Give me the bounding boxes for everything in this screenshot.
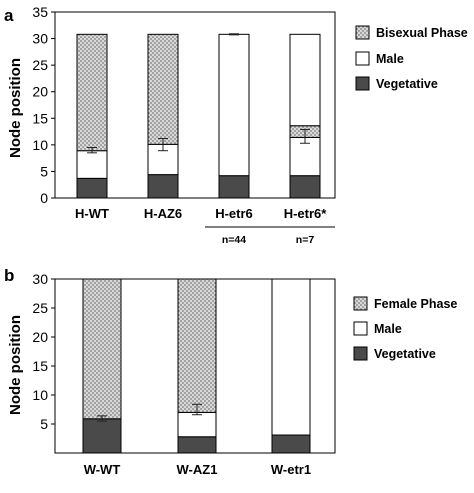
panel-b-letter: b	[4, 266, 14, 285]
panel-b-category-labels: W-WT W-AZ1 W-etr1	[84, 462, 311, 477]
legend-label-bisexual-phase: Bisexual Phase	[376, 26, 468, 40]
y-tick-label: 15	[32, 110, 48, 126]
category-label-w-az1: W-AZ1	[177, 462, 218, 477]
y-tick-label: 20	[32, 329, 48, 345]
panel-b-error-bars	[97, 403, 202, 422]
legend-label-male: Male	[374, 322, 402, 336]
bar-h-wt-vegetative	[76, 177, 108, 199]
panel-b-y-ticks: 5 10 15 20 25 30	[32, 271, 55, 432]
category-label-h-az6: H-AZ6	[144, 206, 182, 221]
panel-a-error-bars	[87, 33, 310, 154]
y-tick-label: 20	[32, 84, 48, 100]
error-bar-h-az6	[158, 137, 168, 152]
error-bar-w-az1	[192, 403, 202, 416]
panel-a-category-labels: H-WT H-AZ6 H-etr6 H-etr6*	[75, 206, 327, 221]
category-label-w-etr1: W-etr1	[271, 462, 311, 477]
legend-swatch-bisexual-phase	[355, 25, 370, 40]
panel-a-legend: Bisexual Phase Male Vegetative	[355, 25, 468, 91]
bar-w-wt-female-phase	[82, 278, 122, 420]
error-bar-h-wt	[87, 147, 97, 154]
panel-a-bars	[76, 33, 321, 199]
legend-label-vegetative: Vegetative	[376, 77, 438, 91]
bar-w-etr1-male	[271, 278, 311, 436]
error-bar-h-etr6	[300, 128, 310, 144]
panel-a-y-ticks: 0 5 10 15 20 25 30 35	[32, 4, 55, 206]
bar-h-az6-bisexual-phase	[147, 33, 179, 145]
bar-h-etr6-vegetative	[289, 175, 321, 199]
legend-swatch-male	[355, 51, 370, 66]
legend-swatch-vegetative	[353, 346, 368, 361]
y-tick-label: 10	[32, 387, 48, 403]
legend-label-male: Male	[376, 52, 404, 66]
panel-b-y-axis-label: Node position	[7, 315, 24, 415]
bar-h-etr6-upper-segment	[289, 33, 321, 127]
bar-w-az1-male	[177, 411, 217, 438]
bar-h-wt-bisexual-phase	[76, 33, 108, 152]
bar-h-etr6-vegetative	[218, 175, 250, 199]
category-label-h-etr6: H-etr6*	[284, 206, 328, 221]
bar-h-az6-vegetative	[147, 174, 179, 199]
panel-a-plot-frame	[54, 11, 336, 199]
error-bar-w-wt	[97, 415, 107, 422]
legend-label-vegetative: Vegetative	[374, 347, 436, 361]
category-label-h-etr6: H-etr6	[215, 206, 253, 221]
bar-h-wt-male	[76, 150, 108, 179]
legend-swatch-female-phase	[353, 296, 368, 311]
legend-swatch-vegetative	[355, 76, 370, 91]
legend-swatch-male	[353, 321, 368, 336]
y-tick-label: 10	[32, 137, 48, 153]
legend-label-female-phase: Female Phase	[374, 297, 457, 311]
category-label-h-wt: H-WT	[75, 206, 109, 221]
bar-h-az6-male	[147, 143, 179, 176]
y-tick-label: 0	[40, 190, 48, 206]
panel-b-legend: Female Phase Male Vegetative	[353, 296, 457, 361]
category-label-w-wt: W-WT	[84, 462, 121, 477]
panel-a-y-axis-label: Node position	[7, 58, 24, 158]
bar-w-etr1-vegetative	[271, 434, 311, 454]
y-tick-label: 30	[32, 31, 48, 47]
y-tick-label: 5	[40, 163, 48, 179]
error-bar-h-etr6	[229, 33, 239, 36]
y-tick-label: 5	[40, 416, 48, 432]
panel-b-bars	[82, 278, 311, 454]
panel-b: b Node position 5 10 15 20 25 30 W-WT W-AZ1 W-e…	[4, 266, 457, 477]
sample-size-h-etr6: n=44	[222, 234, 246, 246]
y-tick-label: 35	[32, 4, 48, 20]
panel-a: a Node position 0 5 10 15 20 25 30 35 H-WT H-AZ6…	[4, 4, 468, 246]
y-tick-label: 30	[32, 271, 48, 287]
y-tick-label: 15	[32, 358, 48, 374]
bar-w-wt-vegetative	[82, 418, 122, 454]
y-tick-label: 25	[32, 57, 48, 73]
panel-a-sample-sizes: n=44 n=7	[222, 234, 314, 246]
sample-size-h-etr6: n=7	[296, 234, 315, 246]
bar-w-az1-vegetative	[177, 436, 217, 454]
y-tick-label: 25	[32, 300, 48, 316]
bar-w-az1-female-phase	[177, 278, 217, 413]
panel-a-letter: a	[4, 6, 14, 25]
bar-h-etr6-male	[218, 33, 250, 177]
